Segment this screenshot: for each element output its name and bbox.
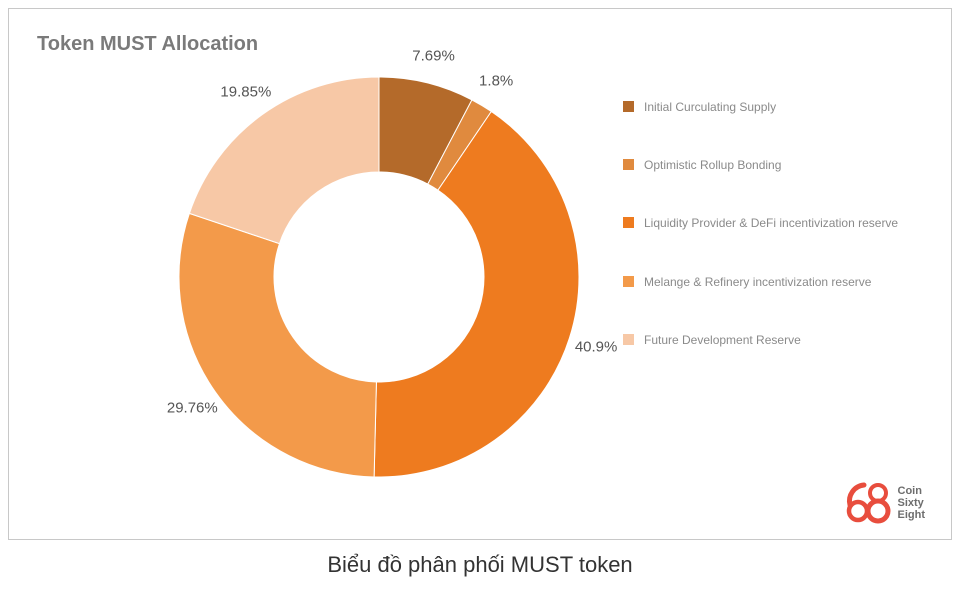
legend-label: Optimistic Rollup Bonding xyxy=(644,157,781,173)
chart-frame: Token MUST Allocation 7.69% 1.8% 40.9% 29.7… xyxy=(8,8,952,540)
brand-logo: Coin Sixty Eight xyxy=(844,481,926,525)
logo-mark xyxy=(844,481,892,525)
slice-percent-label: 40.9% xyxy=(575,338,618,355)
legend-label: Future Development Reserve xyxy=(644,332,801,348)
legend-label: Melange & Refinery incentivization reser… xyxy=(644,274,871,290)
slice-percent-label: 7.69% xyxy=(412,47,455,64)
logo-line-1: Coin xyxy=(898,485,926,497)
legend-swatch xyxy=(623,217,634,228)
legend-label: Liquidity Provider & DeFi incentivizatio… xyxy=(644,215,898,231)
legend-swatch xyxy=(623,159,634,170)
logo-line-2: Sixty xyxy=(898,497,926,509)
caption: Biểu đồ phân phối MUST token xyxy=(0,552,960,578)
logo-line-3: Eight xyxy=(898,509,926,521)
legend-item: Liquidity Provider & DeFi incentivizatio… xyxy=(623,215,903,231)
legend-item: Optimistic Rollup Bonding xyxy=(623,157,903,173)
legend-item: Melange & Refinery incentivization reser… xyxy=(623,274,903,290)
donut-chart: 7.69%1.8%40.9%29.76%19.85% xyxy=(159,57,599,497)
chart-title: Token MUST Allocation xyxy=(37,33,258,56)
slice-percent-label: 1.8% xyxy=(479,73,513,90)
legend-swatch xyxy=(623,101,634,112)
legend: Initial Curculating Supply Optimistic Rol… xyxy=(623,99,903,390)
legend-swatch xyxy=(623,276,634,287)
legend-label: Initial Curculating Supply xyxy=(644,99,776,115)
legend-item: Initial Curculating Supply xyxy=(623,99,903,115)
donut-hole xyxy=(274,172,484,382)
slice-percent-label: 29.76% xyxy=(167,399,218,416)
donut-svg xyxy=(159,57,599,497)
slice-percent-label: 19.85% xyxy=(220,83,271,100)
legend-item: Future Development Reserve xyxy=(623,332,903,348)
legend-swatch xyxy=(623,334,634,345)
logo-text: Coin Sixty Eight xyxy=(898,485,926,521)
